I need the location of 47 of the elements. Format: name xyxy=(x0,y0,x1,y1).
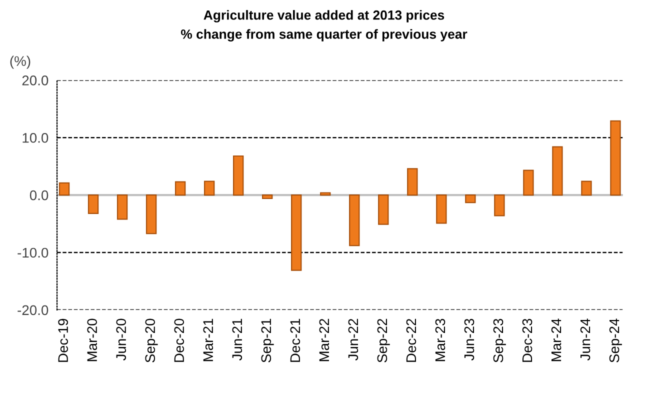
y-tick-label: 10.0 xyxy=(22,132,48,143)
x-tick-label: Sep-21 xyxy=(261,318,274,362)
x-tick-label: Sep-23 xyxy=(493,318,506,362)
bar xyxy=(116,194,128,220)
x-tick-label: Sep-22 xyxy=(377,318,390,362)
y-axis-title: (%) xyxy=(10,56,30,69)
x-tick-label: Dec-23 xyxy=(522,318,532,362)
bar xyxy=(233,155,244,196)
x-tick-label: Dec-19 xyxy=(58,318,68,362)
x-tick-label: Sep-20 xyxy=(145,318,158,362)
x-tick-label: Mar-21 xyxy=(203,318,214,362)
x-tick-label: Mar-22 xyxy=(319,318,330,362)
bar xyxy=(610,120,621,196)
x-tick-label: Jun-22 xyxy=(348,318,358,360)
bar xyxy=(494,194,505,216)
bar xyxy=(407,168,418,196)
bar xyxy=(262,194,273,200)
x-tick-label: Sep-24 xyxy=(609,318,622,362)
bar xyxy=(581,180,592,196)
chart-title: Agriculture value added at 2013 prices % change from same quarter of previous year xyxy=(180,10,468,42)
x-tick-label: Jun-23 xyxy=(464,318,474,360)
bar xyxy=(146,194,157,234)
y-tick-label: -10.0 xyxy=(18,248,48,258)
x-tick-label: Jun-24 xyxy=(580,318,590,360)
x-tick-label: Dec-22 xyxy=(406,318,416,362)
y-tick-label: -20.0 xyxy=(18,305,48,316)
bar xyxy=(204,180,215,196)
y-tick-label: 20.0 xyxy=(22,76,48,86)
y-tick-label: 0.0 xyxy=(30,190,48,200)
bar xyxy=(436,194,447,224)
bar xyxy=(58,182,70,196)
bar xyxy=(552,146,563,196)
x-tick-label: Mar-24 xyxy=(551,318,562,362)
bar xyxy=(349,194,360,246)
bar xyxy=(291,194,302,271)
bar xyxy=(465,194,476,204)
bar xyxy=(88,194,99,214)
x-tick-label: Dec-20 xyxy=(174,318,184,362)
bar xyxy=(320,192,331,196)
x-tick-label: Jun-20 xyxy=(116,318,126,360)
bar xyxy=(523,170,534,196)
x-tick-label: Dec-21 xyxy=(290,318,300,362)
bar xyxy=(378,194,389,225)
x-tick-label: Mar-23 xyxy=(435,318,446,362)
bar xyxy=(174,181,186,196)
x-tick-label: Jun-21 xyxy=(232,318,242,360)
x-tick-label: Mar-20 xyxy=(87,318,98,362)
